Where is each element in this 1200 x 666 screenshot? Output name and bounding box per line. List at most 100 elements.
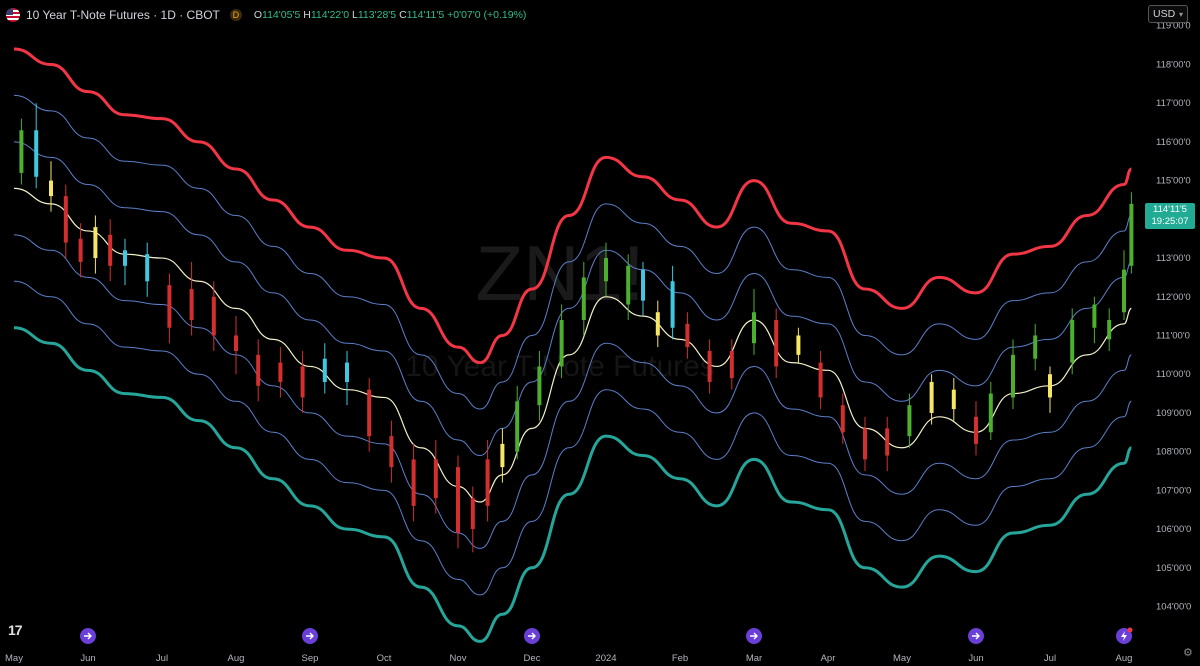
last-price: 114'11'5 — [1153, 204, 1187, 215]
change-value: +0'07'0 (+0.19%) — [447, 9, 527, 21]
symbol-header: 10 Year T-Note Futures · 1D · CBOT D O11… — [6, 6, 526, 24]
candle — [604, 242, 608, 297]
x-tick-label: Feb — [672, 653, 688, 664]
x-tick-label: Aug — [228, 653, 245, 664]
x-tick-label: Jun — [80, 653, 95, 664]
watermark-symbol: ZN1! — [475, 229, 644, 317]
candle — [34, 103, 39, 189]
y-tick-label: 119'00'0 — [1156, 21, 1191, 32]
earnings-event-icon[interactable] — [524, 628, 540, 644]
candle — [189, 261, 194, 336]
candle — [1122, 250, 1126, 320]
high-key: H — [303, 9, 311, 21]
y-tick-label: 106'00'0 — [1156, 524, 1191, 535]
open-value: 114'05'5 — [262, 9, 301, 21]
earnings-event-icon[interactable] — [80, 628, 96, 644]
earnings-event-icon[interactable] — [746, 628, 762, 644]
candle — [885, 416, 890, 471]
candle — [840, 393, 845, 444]
candle — [500, 428, 505, 483]
x-tick-label: May — [893, 653, 911, 664]
candle — [234, 316, 238, 375]
candle — [278, 347, 283, 398]
y-tick-label: 117'00'0 — [1156, 98, 1191, 109]
mid-line — [13, 187, 1132, 503]
candle — [49, 161, 53, 212]
candle — [559, 304, 564, 379]
candle — [1033, 323, 1038, 371]
x-tick-label: 2024 — [595, 653, 616, 664]
x-tick-label: Jun — [968, 653, 983, 664]
inner-band-line — [13, 280, 1132, 596]
x-tick-label: Jul — [156, 653, 168, 664]
candle — [988, 381, 993, 441]
earnings-event-icon[interactable] — [968, 628, 984, 644]
candle — [19, 118, 24, 185]
y-tick-label: 104'00'0 — [1156, 602, 1191, 613]
y-tick-label: 107'00'0 — [1156, 485, 1191, 496]
x-tick-label: Sep — [302, 653, 319, 664]
tradingview-logo[interactable]: 17 — [8, 622, 23, 638]
y-tick-label: 110'00'0 — [1156, 369, 1191, 380]
x-tick-label: Dec — [524, 653, 541, 664]
candle — [211, 281, 216, 351]
candle — [774, 308, 779, 379]
y-tick-label: 105'00'0 — [1156, 563, 1191, 574]
candle — [685, 312, 690, 359]
symbol-title[interactable]: 10 Year T-Note Futures · 1D · CBOT — [26, 8, 220, 22]
x-tick-label: Aug — [1116, 653, 1133, 664]
candle — [796, 327, 801, 363]
x-tick-label: Nov — [450, 653, 467, 664]
x-tick-label: Apr — [821, 653, 836, 664]
candle — [581, 261, 586, 336]
inner-band-line — [13, 141, 1132, 457]
candle — [1048, 366, 1052, 413]
candle — [707, 339, 712, 394]
y-tick-label: 118'00'0 — [1156, 59, 1191, 70]
low-key: L — [352, 9, 358, 21]
bar-countdown: 19:25:07 — [1151, 216, 1189, 227]
candle — [951, 378, 956, 421]
candle — [1129, 192, 1134, 274]
candle — [300, 350, 305, 413]
candle — [537, 350, 542, 421]
candle — [367, 378, 372, 452]
y-tick-label: 109'00'0 — [1156, 408, 1191, 419]
currency-label: USD — [1153, 8, 1176, 20]
x-tick-label: Mar — [746, 653, 762, 664]
candle — [108, 219, 113, 282]
candle — [256, 339, 261, 402]
candle — [929, 374, 934, 425]
y-tick-label: 116'00'0 — [1156, 137, 1191, 148]
currency-selector[interactable]: USD ▾ — [1148, 5, 1188, 23]
us-flag-icon — [6, 8, 20, 22]
candle — [322, 343, 327, 394]
time-axis: May Jun Jul Aug Sep Oct Nov Dec 2024 Feb Mar Apr May… — [5, 653, 1132, 664]
x-tick-label: Oct — [377, 653, 392, 664]
candle — [974, 401, 978, 456]
candle — [655, 300, 660, 348]
candle — [626, 254, 631, 320]
candle — [1070, 308, 1075, 375]
candle — [63, 184, 68, 259]
y-tick-label: 115'00'0 — [1156, 176, 1191, 187]
candle — [1107, 308, 1112, 351]
lightning-icon[interactable] — [1116, 627, 1133, 645]
candle — [485, 440, 490, 522]
chevron-down-icon: ▾ — [1178, 9, 1183, 19]
candle — [145, 242, 150, 297]
earnings-event-icon[interactable] — [302, 628, 318, 644]
settings-gear-icon[interactable]: ⚙ — [1183, 647, 1193, 659]
y-tick-label: 113'00'0 — [1156, 253, 1191, 264]
candle — [729, 339, 734, 390]
candle — [389, 420, 394, 483]
ohlc-values: O114'05'5 H114'22'0 L113'28'5 C114'11'5 … — [254, 9, 527, 21]
delayed-badge[interactable]: D — [229, 9, 242, 21]
candle — [818, 350, 823, 410]
bands-layer — [13, 47, 1133, 643]
x-tick-label: May — [5, 653, 23, 664]
candle — [411, 443, 416, 522]
candle — [907, 393, 912, 448]
y-tick-label: 108'00'0 — [1156, 447, 1191, 458]
